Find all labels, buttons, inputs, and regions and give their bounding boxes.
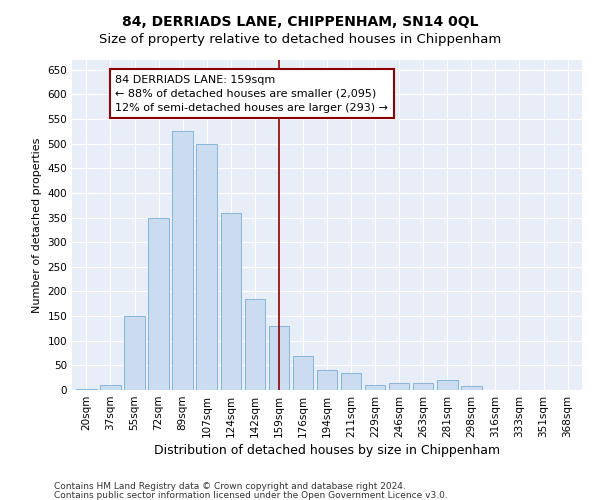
Text: Contains public sector information licensed under the Open Government Licence v3: Contains public sector information licen… [54, 490, 448, 500]
Bar [76, 388, 97, 390]
Bar [100, 385, 121, 390]
Bar [172, 132, 193, 390]
Bar [196, 144, 217, 390]
Text: Size of property relative to detached houses in Chippenham: Size of property relative to detached ho… [99, 32, 501, 46]
Bar [317, 370, 337, 390]
Bar [389, 382, 409, 390]
Bar [124, 316, 145, 390]
Bar [293, 356, 313, 390]
Bar [365, 385, 385, 390]
Y-axis label: Number of detached properties: Number of detached properties [32, 138, 42, 312]
Bar [148, 218, 169, 390]
Bar [461, 386, 482, 390]
Text: 84, DERRIADS LANE, CHIPPENHAM, SN14 0QL: 84, DERRIADS LANE, CHIPPENHAM, SN14 0QL [122, 15, 478, 29]
Bar [437, 380, 458, 390]
Bar [269, 326, 289, 390]
Bar [413, 382, 433, 390]
Text: Contains HM Land Registry data © Crown copyright and database right 2024.: Contains HM Land Registry data © Crown c… [54, 482, 406, 491]
Text: 84 DERRIADS LANE: 159sqm
← 88% of detached houses are smaller (2,095)
12% of sem: 84 DERRIADS LANE: 159sqm ← 88% of detach… [115, 75, 388, 113]
Bar [221, 212, 241, 390]
X-axis label: Distribution of detached houses by size in Chippenham: Distribution of detached houses by size … [154, 444, 500, 457]
Bar [341, 373, 361, 390]
Bar [245, 299, 265, 390]
